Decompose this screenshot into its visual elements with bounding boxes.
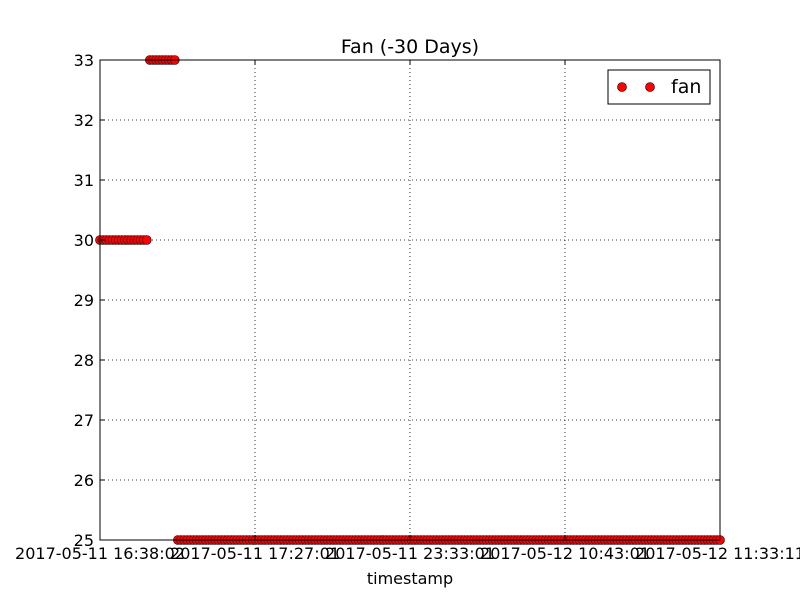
y-tick-label: 27 xyxy=(74,411,94,430)
x-tick-label: 2017-05-12 11:33:11 xyxy=(635,544,800,563)
y-tick-label: 31 xyxy=(74,171,94,190)
legend-marker-left xyxy=(617,82,627,92)
legend-label-fan: fan xyxy=(671,76,701,98)
y-tick-label: 28 xyxy=(74,351,94,370)
y-tick-label: 25 xyxy=(74,531,94,550)
x-tick-label: 2017-05-11 23:33:01 xyxy=(325,544,495,563)
x-tick-label: 2017-05-11 16:38:02 xyxy=(15,544,185,563)
chart-title: Fan (-30 Days) xyxy=(341,36,479,58)
x-tick-label: 2017-05-11 17:27:01 xyxy=(170,544,340,563)
grid xyxy=(100,60,720,540)
x-axis-label: timestamp xyxy=(367,569,453,588)
y-tick-label: 29 xyxy=(74,291,94,310)
y-axis: 25 26 27 28 29 30 31 32 33 xyxy=(74,51,720,550)
legend: fan xyxy=(607,69,711,105)
legend-marker-right xyxy=(645,82,655,92)
y-tick-label: 32 xyxy=(74,111,94,130)
data-point-fan xyxy=(141,235,152,245)
y-tick-label: 33 xyxy=(74,51,94,70)
y-tick-label: 26 xyxy=(74,471,94,490)
y-tick-label: 30 xyxy=(74,231,94,250)
x-tick-label: 2017-05-12 10:43:01 xyxy=(480,544,650,563)
